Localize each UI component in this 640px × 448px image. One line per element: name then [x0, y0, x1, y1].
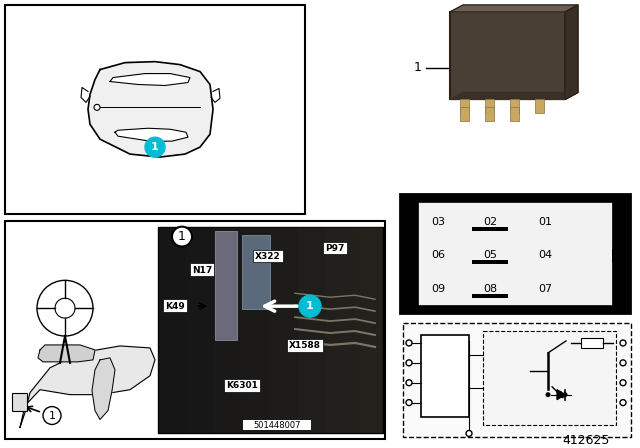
- Bar: [242, 235, 270, 309]
- Bar: [163, 299, 187, 312]
- Circle shape: [43, 407, 61, 424]
- Circle shape: [406, 380, 412, 386]
- Bar: [323, 241, 347, 254]
- Bar: [12, 392, 27, 410]
- Text: 412625: 412625: [563, 434, 610, 447]
- Bar: [5, 221, 385, 439]
- Polygon shape: [20, 346, 155, 427]
- Bar: [400, 249, 418, 263]
- Bar: [298, 227, 326, 433]
- Bar: [186, 227, 214, 433]
- Bar: [485, 99, 494, 113]
- Text: 07: 07: [538, 284, 552, 294]
- Text: P97: P97: [325, 244, 345, 253]
- Bar: [460, 108, 469, 121]
- Text: 1: 1: [178, 230, 186, 243]
- Text: 501448007: 501448007: [253, 421, 301, 430]
- Bar: [483, 331, 616, 426]
- Text: 02: 02: [483, 217, 497, 227]
- Polygon shape: [38, 345, 95, 362]
- Bar: [460, 99, 469, 113]
- Bar: [5, 5, 305, 214]
- Bar: [242, 227, 270, 433]
- Polygon shape: [565, 5, 578, 99]
- Bar: [253, 250, 283, 263]
- Circle shape: [406, 400, 412, 405]
- Circle shape: [466, 431, 472, 436]
- Polygon shape: [557, 390, 565, 400]
- Bar: [158, 227, 383, 433]
- Text: K49: K49: [165, 302, 185, 310]
- Bar: [190, 263, 214, 276]
- Circle shape: [406, 340, 412, 346]
- Circle shape: [94, 104, 100, 110]
- Bar: [510, 108, 519, 121]
- Polygon shape: [88, 62, 213, 157]
- Circle shape: [545, 392, 550, 397]
- Bar: [472, 260, 508, 264]
- Circle shape: [620, 340, 626, 346]
- Bar: [270, 227, 298, 433]
- Bar: [612, 249, 630, 263]
- Circle shape: [620, 360, 626, 366]
- Text: 05: 05: [483, 250, 497, 260]
- Circle shape: [620, 400, 626, 405]
- Bar: [214, 227, 242, 433]
- Bar: [581, 338, 603, 348]
- Text: 09: 09: [431, 284, 445, 294]
- Bar: [472, 227, 508, 231]
- Circle shape: [406, 360, 412, 366]
- Bar: [243, 421, 311, 431]
- Circle shape: [620, 380, 626, 386]
- Text: K6301: K6301: [226, 381, 258, 390]
- Polygon shape: [450, 5, 578, 12]
- Bar: [224, 379, 260, 392]
- Bar: [326, 227, 354, 433]
- Circle shape: [172, 227, 192, 246]
- Bar: [450, 12, 565, 99]
- Text: N17: N17: [192, 266, 212, 275]
- Bar: [400, 194, 630, 313]
- Text: 03: 03: [431, 217, 445, 227]
- Polygon shape: [450, 92, 578, 99]
- Bar: [403, 323, 631, 437]
- Text: 08: 08: [483, 284, 497, 294]
- Text: 01: 01: [538, 217, 552, 227]
- Polygon shape: [115, 128, 188, 141]
- Bar: [418, 202, 612, 305]
- Bar: [400, 282, 418, 296]
- Bar: [472, 294, 508, 298]
- Text: 1: 1: [151, 142, 159, 152]
- Text: X322: X322: [255, 252, 281, 261]
- Circle shape: [563, 392, 568, 397]
- Text: 1: 1: [49, 410, 56, 421]
- Bar: [510, 99, 519, 113]
- Bar: [535, 99, 544, 113]
- Bar: [400, 215, 418, 228]
- Bar: [158, 227, 186, 433]
- Text: 06: 06: [431, 250, 445, 260]
- Text: X1588: X1588: [289, 341, 321, 350]
- Circle shape: [145, 137, 165, 157]
- Bar: [287, 339, 323, 352]
- Bar: [354, 227, 382, 433]
- Circle shape: [299, 295, 321, 317]
- Polygon shape: [92, 358, 115, 419]
- Text: 04: 04: [538, 250, 552, 260]
- Polygon shape: [110, 73, 190, 86]
- Text: 1: 1: [306, 301, 314, 311]
- Text: 1: 1: [414, 61, 422, 74]
- Bar: [485, 108, 494, 121]
- Bar: [421, 335, 469, 417]
- Bar: [215, 231, 237, 340]
